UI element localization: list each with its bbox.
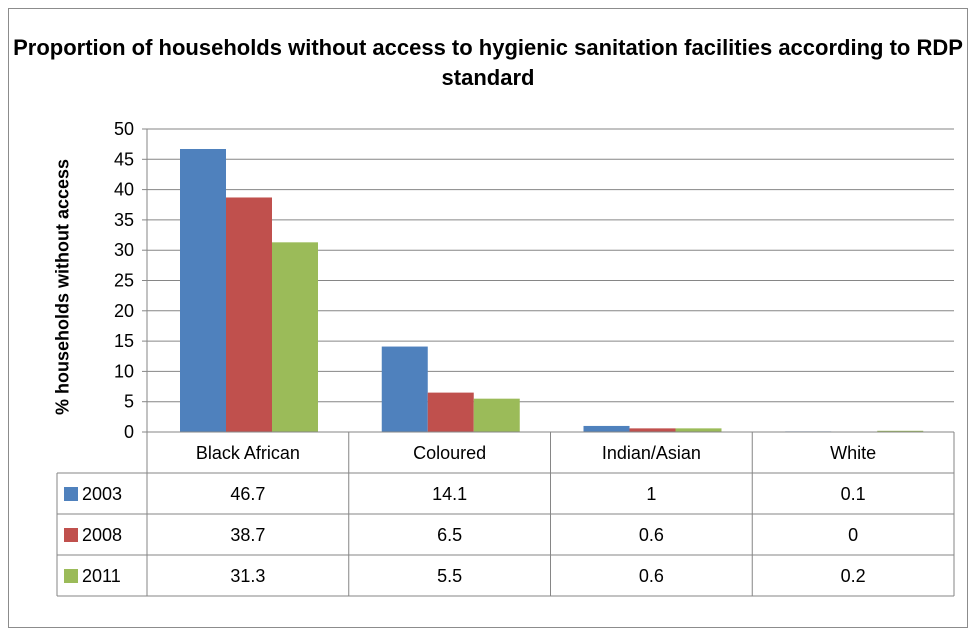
legend-label: 2003: [82, 484, 122, 504]
y-tick-label: 15: [114, 331, 134, 351]
bar-2003-2: [583, 425, 630, 432]
bar-2008-0: [226, 197, 272, 432]
y-tick-label: 50: [114, 119, 134, 139]
category-label: Coloured: [413, 443, 486, 463]
legend-key-2003: [64, 487, 78, 501]
data-label: 5.5: [437, 566, 462, 586]
bar-2011-1: [473, 398, 520, 432]
data-label: 0.6: [639, 525, 664, 545]
y-tick-label: 30: [114, 240, 134, 260]
data-label: 46.7: [230, 484, 265, 504]
y-tick-label: 40: [114, 180, 134, 200]
y-tick-label: 35: [114, 210, 134, 230]
bar-2011-3: [877, 430, 924, 432]
bars: [180, 148, 924, 433]
legend-label: 2008: [82, 525, 122, 545]
chart-title: Proportion of households without access …: [13, 35, 963, 90]
category-label: White: [830, 443, 876, 463]
data-label: 6.5: [437, 525, 462, 545]
data-label: 1: [646, 484, 656, 504]
data-label: 0.6: [639, 566, 664, 586]
bar-2003-0: [180, 148, 226, 433]
category-label: Black African: [196, 443, 300, 463]
data-label: 0: [848, 525, 858, 545]
data-label: 14.1: [432, 484, 467, 504]
data-label: 0.1: [841, 484, 866, 504]
data-label: 0.2: [841, 566, 866, 586]
bar-2011-2: [675, 428, 722, 432]
bar-2008-1: [427, 392, 474, 432]
y-tick-label: 0: [124, 422, 134, 442]
category-label: Indian/Asian: [602, 443, 701, 463]
bar-2003-1: [381, 346, 428, 432]
y-axis: 0 5 10 15 20 25 30 35 40 45 50: [114, 119, 148, 442]
y-tick-label: 5: [124, 392, 134, 412]
legend-label: 2011: [82, 566, 121, 586]
y-tick-label: 25: [114, 271, 134, 291]
legend-key-2008: [64, 528, 78, 542]
bar-2011-0: [272, 242, 318, 432]
bar-2008-2: [629, 428, 676, 432]
y-tick-label: 20: [114, 301, 134, 321]
y-tick-label: 45: [114, 149, 134, 169]
y-tick-label: 10: [114, 361, 134, 381]
legend-key-2011: [64, 569, 78, 583]
data-label: 38.7: [230, 525, 265, 545]
data-label: 31.3: [230, 566, 265, 586]
data-table: Black African Coloured Indian/Asian White 20…: [56, 431, 955, 597]
